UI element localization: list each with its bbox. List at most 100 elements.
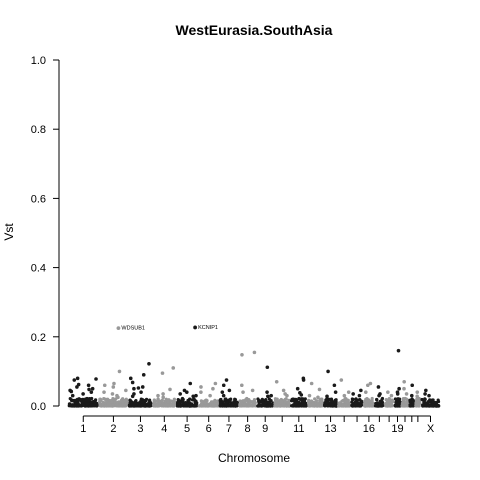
- snp-point: [397, 349, 401, 353]
- snp-point: [112, 385, 116, 389]
- snp-point: [386, 390, 390, 394]
- snp-point: [87, 388, 91, 392]
- snp-point: [183, 389, 187, 393]
- snp-point: [221, 390, 225, 394]
- snp-point: [377, 394, 381, 398]
- snp-point: [259, 403, 262, 406]
- snp-point: [87, 383, 91, 387]
- snp-point: [214, 382, 218, 386]
- snp-point: [116, 402, 119, 405]
- snp-point: [390, 394, 394, 398]
- snp-point: [109, 404, 112, 407]
- snp-point: [395, 404, 398, 407]
- snp-point: [187, 404, 190, 407]
- snp-point: [415, 395, 419, 399]
- chromosome-1-points: [68, 377, 99, 408]
- snp-point: [103, 383, 107, 387]
- snp-point: [375, 404, 378, 407]
- snp-point: [264, 398, 267, 401]
- snp-point: [81, 392, 85, 396]
- snp-point: [397, 397, 400, 400]
- snp-point: [364, 390, 368, 394]
- chromosome-22-points: [414, 390, 421, 407]
- snp-point: [131, 395, 135, 399]
- snp-point: [330, 398, 333, 401]
- snp-point: [225, 378, 229, 382]
- snp-point: [340, 378, 344, 382]
- snp-point: [139, 390, 143, 394]
- snp-point: [406, 398, 409, 401]
- snp-point: [279, 404, 282, 407]
- snp-point: [315, 399, 318, 402]
- chromosome-14-points: [337, 378, 351, 407]
- snp-point: [325, 395, 329, 399]
- chromosome-15-points: [350, 389, 363, 408]
- gene-label: WDSUB1: [121, 326, 145, 332]
- snp-point: [204, 404, 207, 407]
- snp-point: [424, 401, 427, 404]
- chromosome-2-points: [98, 370, 129, 408]
- snp-point: [184, 404, 187, 407]
- y-tick-label: 0.0: [31, 401, 46, 413]
- snp-point: [303, 400, 306, 403]
- snp-point: [168, 388, 172, 392]
- x-tick-label: 19: [391, 423, 403, 435]
- snp-point: [156, 404, 159, 407]
- snp-point: [347, 399, 350, 402]
- snp-point: [308, 404, 311, 407]
- snp-point: [132, 387, 136, 391]
- x-tick-label: 6: [206, 423, 212, 435]
- snp-point: [111, 392, 115, 396]
- snp-point: [266, 395, 270, 399]
- x-tick-label: 3: [137, 423, 143, 435]
- snp-point: [191, 395, 195, 399]
- snp-point: [228, 389, 232, 393]
- snp-point: [99, 404, 102, 407]
- snp-point: [320, 399, 323, 402]
- snp-point: [120, 399, 123, 402]
- snp-point: [71, 394, 75, 398]
- snp-point: [102, 390, 106, 394]
- snp-point: [307, 399, 310, 402]
- snp-point: [199, 385, 203, 389]
- x-axis: 1 2 3 4 5 6 7 8 9 11 13 16 19 X: [80, 416, 435, 435]
- snp-point: [358, 398, 361, 401]
- snp-point: [77, 383, 81, 387]
- snp-point: [75, 401, 78, 404]
- snp-point: [161, 392, 165, 396]
- snp-point: [219, 404, 222, 407]
- snp-point: [106, 398, 109, 401]
- snp-point: [124, 389, 128, 393]
- chromosome-6-points: [198, 382, 220, 408]
- snp-point: [240, 353, 244, 357]
- snp-point: [98, 398, 101, 401]
- snp-point: [316, 396, 320, 400]
- snp-point: [425, 404, 428, 407]
- snp-point: [224, 402, 227, 405]
- snp-point: [290, 399, 293, 402]
- snp-point: [124, 403, 127, 406]
- snp-point: [264, 401, 267, 404]
- snp-point: [402, 397, 405, 400]
- snp-point: [171, 366, 175, 370]
- snp-point: [375, 398, 378, 401]
- snp-point: [280, 400, 283, 403]
- snp-point: [355, 404, 358, 407]
- snp-point: [141, 385, 145, 389]
- snp-point: [118, 404, 121, 407]
- chromosome-9-points: [256, 365, 274, 407]
- snp-point: [300, 397, 303, 400]
- snp-point: [228, 399, 231, 402]
- y-tick-label: 0.4: [31, 263, 46, 275]
- x-tick-label: 7: [226, 423, 232, 435]
- snp-point: [341, 404, 344, 407]
- snp-point: [76, 377, 80, 381]
- snp-point: [72, 378, 76, 382]
- x-tick-label: 4: [161, 423, 167, 435]
- x-tick-label: X: [427, 423, 435, 435]
- snp-point: [333, 383, 337, 387]
- snp-point: [312, 403, 315, 406]
- chromosome-18-points: [384, 390, 394, 407]
- chromosome-16-points: [363, 382, 375, 408]
- chromosome-11-points: [290, 377, 308, 408]
